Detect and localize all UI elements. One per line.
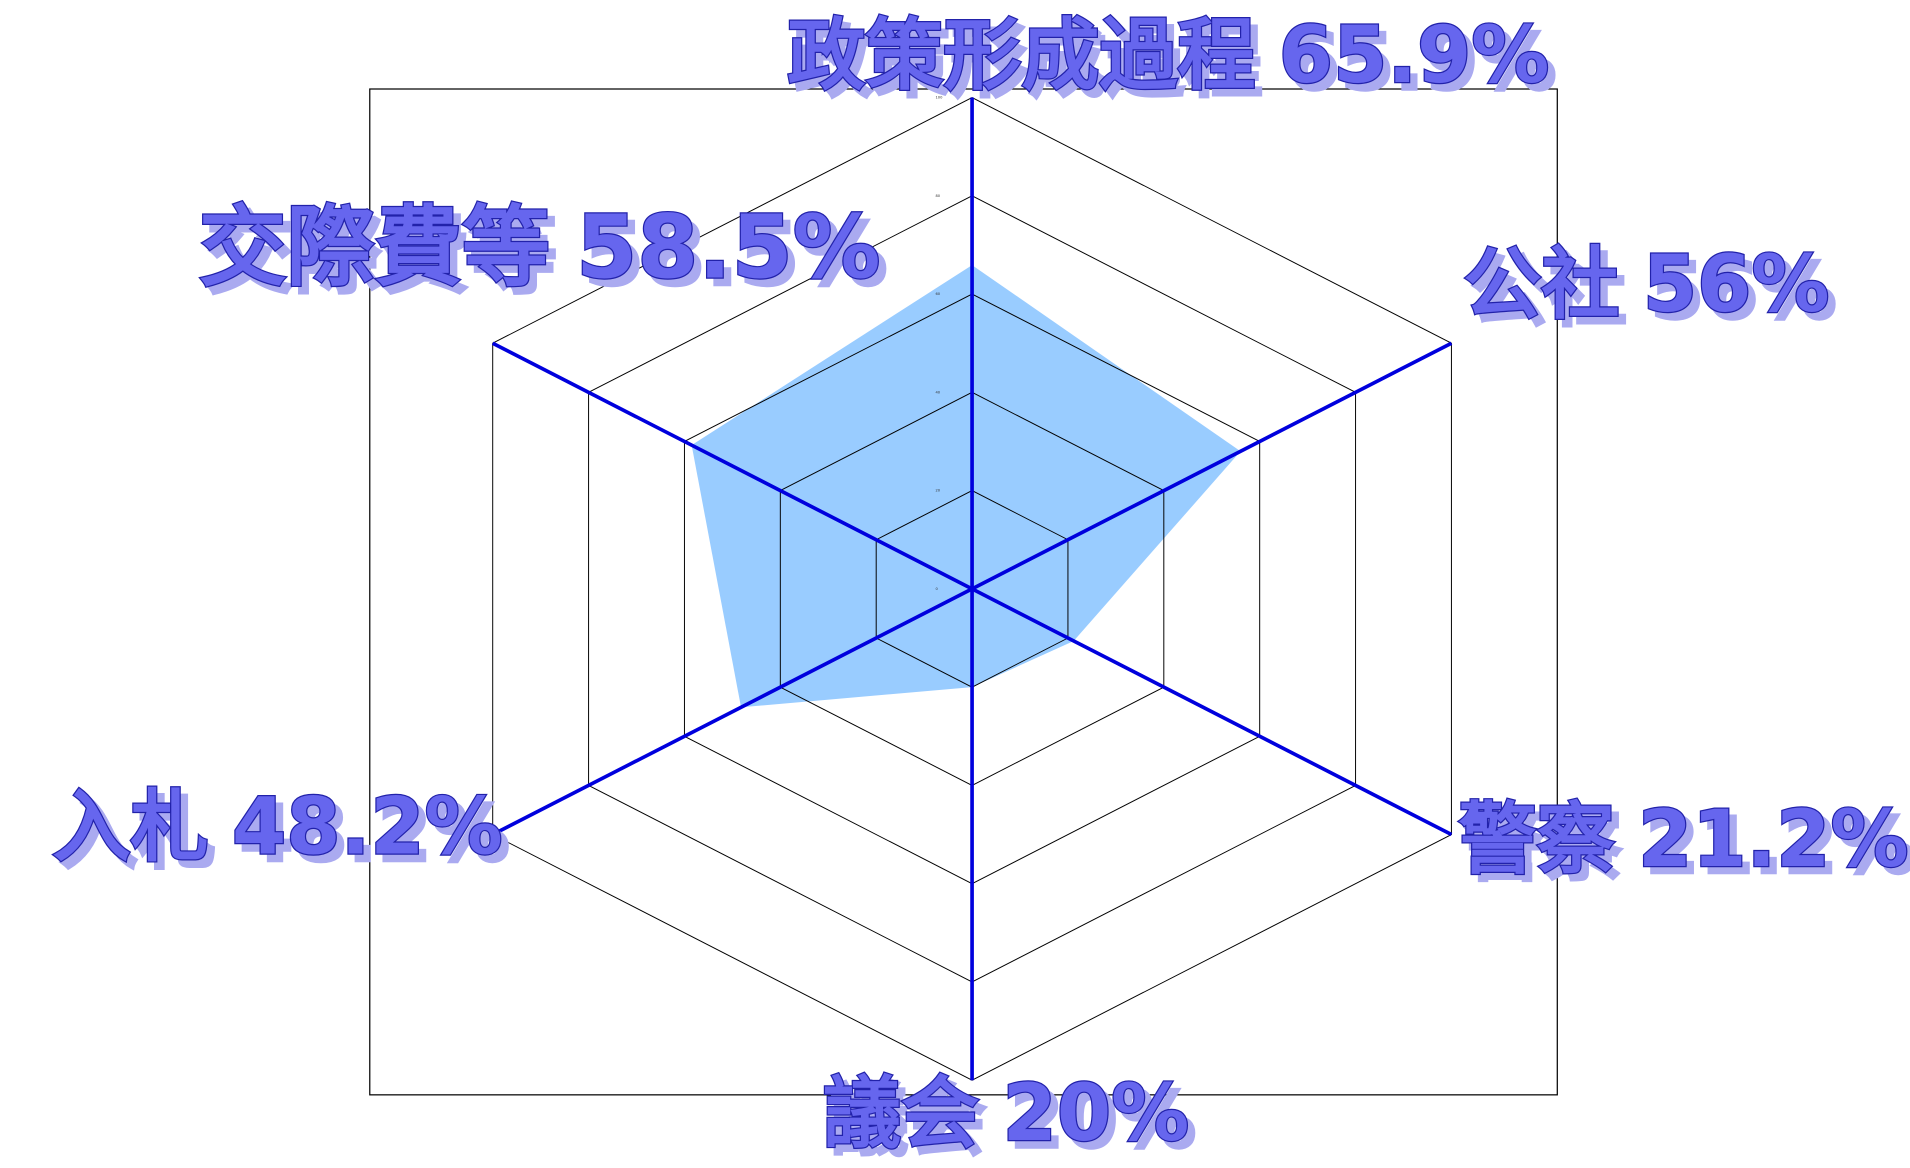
tick-label: 100 xyxy=(935,96,943,100)
category-name: 公社 xyxy=(1471,248,1627,338)
tick-label: 20 xyxy=(935,489,940,493)
value-label: 56% xyxy=(1650,248,1837,338)
axis-label: 交際費等 58.5% xyxy=(199,197,881,299)
category-name: 交際費等 xyxy=(199,197,550,299)
radar-area xyxy=(691,265,1241,708)
axis-line xyxy=(971,341,1453,591)
axis-line xyxy=(491,587,973,837)
value-label: 48.2% xyxy=(239,791,510,881)
label-shadow: 警察 21.2% xyxy=(1466,803,1910,893)
value-label: 21.2% xyxy=(1645,803,1910,893)
category-name: 入札 xyxy=(53,783,209,873)
axis-label: 政策形成過程 65.9% xyxy=(787,11,1549,101)
label-shadow: 入札 48.2% xyxy=(60,791,510,881)
plot-frame xyxy=(369,88,1558,1096)
axis-label: 入札 48.2% xyxy=(53,783,503,873)
value-label: 48.2% xyxy=(232,783,503,873)
value-label: 20% xyxy=(1003,1070,1190,1160)
category-name: 議会 xyxy=(830,1077,986,1167)
axis-label: 警察 21.2% xyxy=(1459,795,1909,885)
category-name: 警察 xyxy=(1459,795,1615,885)
value-label: 56% xyxy=(1643,241,1830,331)
axis-label: 公社 56% xyxy=(1463,241,1829,331)
value-label: 65.9% xyxy=(1286,19,1557,109)
tick-label: 40 xyxy=(935,390,940,394)
label-shadow: 交際費等 58.5% xyxy=(206,204,888,306)
category-name: 政策形成過程 xyxy=(795,19,1263,109)
label-shadow: 政策形成過程 65.9% xyxy=(795,19,1557,109)
axis-label: 議会 20% xyxy=(823,1070,1189,1160)
category-name: 政策形成過程 xyxy=(787,11,1255,101)
category-name: 議会 xyxy=(823,1070,979,1160)
label-shadow: 議会 20% xyxy=(830,1077,1196,1167)
category-name: 入札 xyxy=(60,791,216,881)
category-name: 公社 xyxy=(1463,241,1619,331)
tick-label: 0 xyxy=(935,587,938,591)
axis-line xyxy=(971,587,1453,837)
value-label: 20% xyxy=(1010,1077,1197,1167)
axis-line xyxy=(491,341,973,591)
value-label: 21.2% xyxy=(1638,795,1909,885)
value-label: 58.5% xyxy=(583,204,887,306)
category-name: 交際費等 xyxy=(206,204,557,306)
category-name: 警察 xyxy=(1466,803,1622,893)
value-label: 65.9% xyxy=(1279,11,1550,101)
tick-label: 60 xyxy=(935,292,940,296)
value-label: 58.5% xyxy=(576,197,880,299)
label-shadow: 公社 56% xyxy=(1471,248,1837,338)
tick-label: 80 xyxy=(935,194,940,198)
